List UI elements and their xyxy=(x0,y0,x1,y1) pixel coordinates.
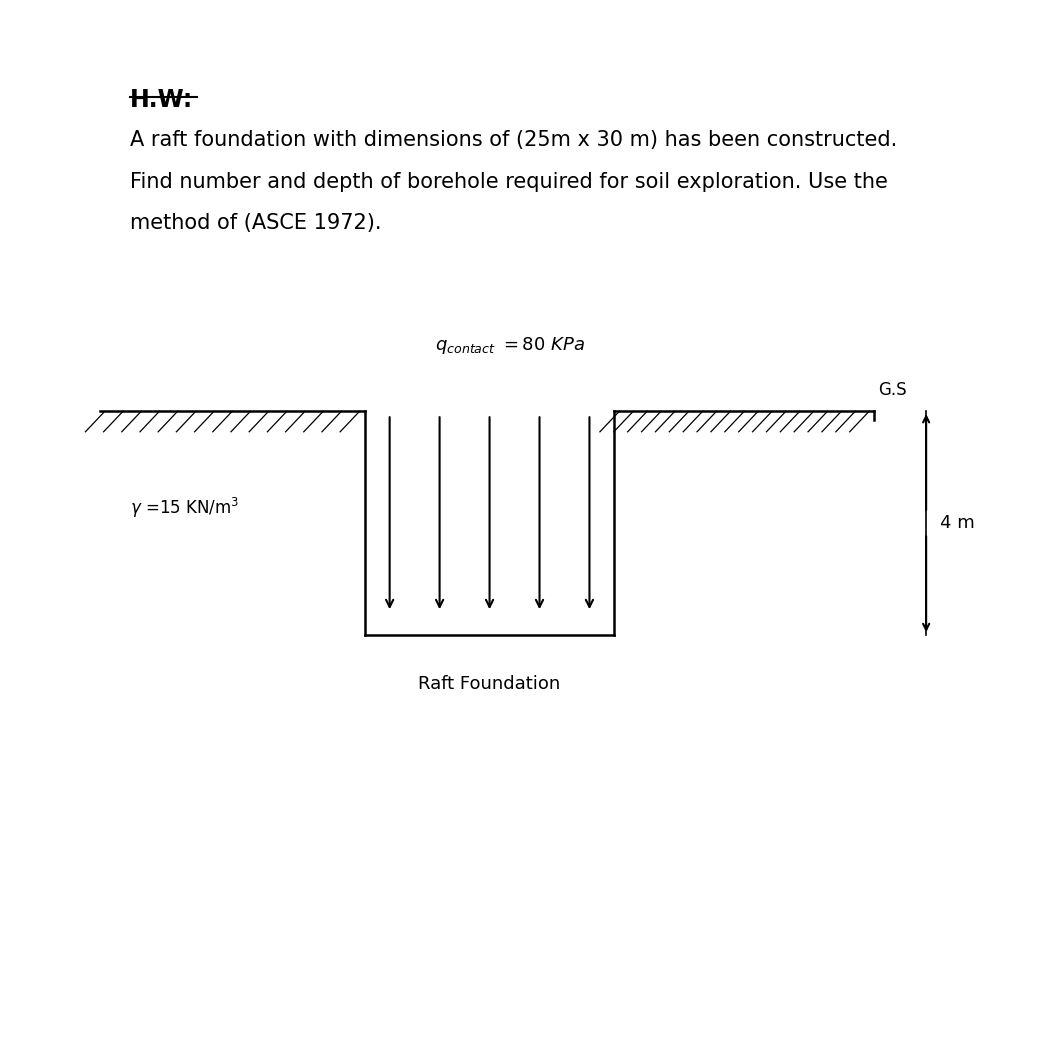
Text: $\gamma\ $=15 KN/m$^3$: $\gamma\ $=15 KN/m$^3$ xyxy=(130,496,239,519)
Text: A raft foundation with dimensions of (25m x 30 m) has been constructed.: A raft foundation with dimensions of (25… xyxy=(130,130,897,150)
Text: Find number and depth of borehole required for soil exploration. Use the: Find number and depth of borehole requir… xyxy=(130,172,887,192)
Text: G.S: G.S xyxy=(878,381,907,399)
Text: $q_{contact}$ $= 80\ KPa$: $q_{contact}$ $= 80\ KPa$ xyxy=(435,335,584,356)
Text: 4 m: 4 m xyxy=(940,514,975,532)
Text: H.W:: H.W: xyxy=(130,88,193,112)
Text: method of (ASCE 1972).: method of (ASCE 1972). xyxy=(130,213,381,233)
Text: Raft Foundation: Raft Foundation xyxy=(419,675,560,692)
